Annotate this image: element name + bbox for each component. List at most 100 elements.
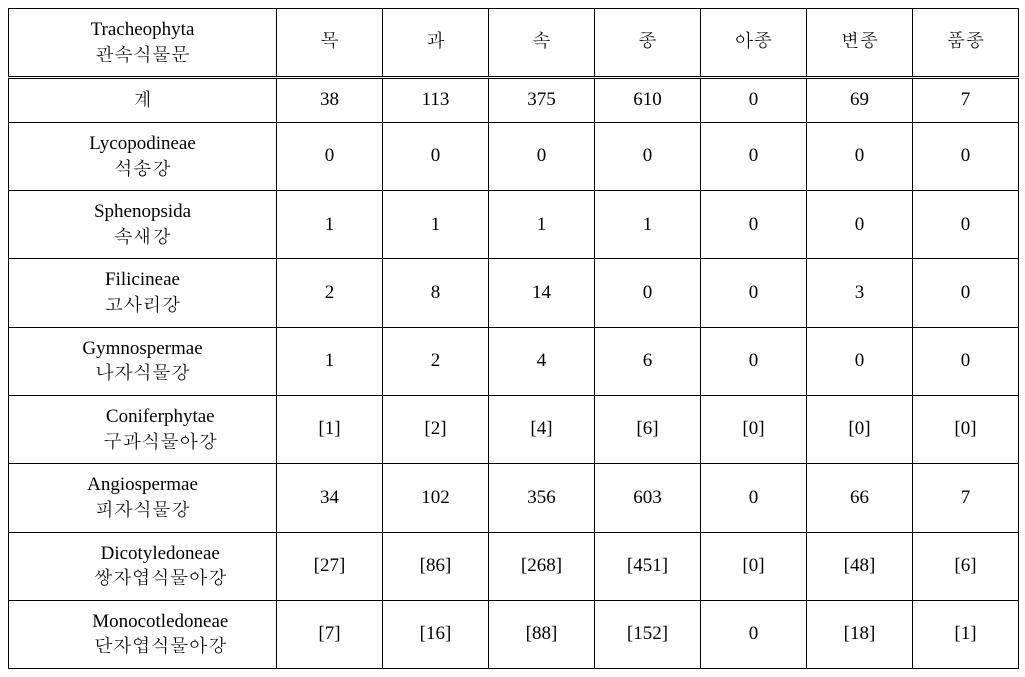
row-label-line2: 나자식물강 (95, 363, 190, 384)
row-label-cell: Monocotledoneae단자엽식물아강 (45, 600, 277, 668)
data-cell: 0 (701, 191, 807, 259)
data-cell: [152] (595, 600, 701, 668)
table-row: Gymnospermae나자식물강1246000 (9, 327, 1019, 395)
data-cell: 603 (595, 464, 701, 532)
header-label-line2: 관속식물문 (95, 45, 190, 66)
data-cell: 2 (277, 259, 383, 327)
data-cell: 3 (807, 259, 913, 327)
data-cell: [2] (383, 396, 489, 464)
data-cell: [1] (277, 396, 383, 464)
data-cell: [27] (277, 532, 383, 600)
data-cell: 356 (489, 464, 595, 532)
data-cell: 66 (807, 464, 913, 532)
data-cell: 14 (489, 259, 595, 327)
data-cell: 0 (701, 78, 807, 123)
row-label-line1: Angiospermae (87, 474, 198, 495)
data-cell: 7 (913, 78, 1019, 123)
row-label-cell: 계 (9, 78, 277, 123)
row-label-cell: Gymnospermae 나자식물강 (9, 327, 277, 395)
data-cell: 0 (701, 600, 807, 668)
data-cell: 38 (277, 78, 383, 123)
header-col-0: 목 (277, 9, 383, 78)
row-label-line1: Dicotyledoneae (101, 543, 220, 564)
data-cell: 0 (489, 122, 595, 190)
row-label-line1: Sphenopsida (94, 201, 191, 222)
data-cell: [451] (595, 532, 701, 600)
data-cell: 0 (701, 327, 807, 395)
data-cell: 0 (701, 464, 807, 532)
data-cell: [268] (489, 532, 595, 600)
data-cell: 4 (489, 327, 595, 395)
data-cell: [4] (489, 396, 595, 464)
data-cell: [18] (807, 600, 913, 668)
data-cell: [6] (913, 532, 1019, 600)
data-cell: 0 (807, 327, 913, 395)
row-label-line2: 고사리강 (105, 295, 181, 316)
taxonomy-table: Tracheophyta 관속식물문 목 과 속 종 아종 변종 품종 계381… (8, 8, 1019, 669)
row-label-line1: Filicineae (105, 269, 180, 290)
data-cell: [48] (807, 532, 913, 600)
data-cell: 0 (701, 122, 807, 190)
row-label-line1: Gymnospermae (82, 338, 202, 359)
data-cell: 2 (383, 327, 489, 395)
data-cell: 69 (807, 78, 913, 123)
header-col-3: 종 (595, 9, 701, 78)
data-cell: 6 (595, 327, 701, 395)
table-row: Monocotledoneae단자엽식물아강[7][16][88][152]0[… (9, 600, 1019, 668)
header-label-line1: Tracheophyta (91, 19, 195, 40)
table-row: Filicineae고사리강28140030 (9, 259, 1019, 327)
data-cell: [0] (701, 396, 807, 464)
data-cell: 0 (807, 122, 913, 190)
data-cell: 0 (913, 259, 1019, 327)
data-cell: [16] (383, 600, 489, 668)
row-label-line2: 피자식물강 (95, 500, 190, 521)
data-cell: 7 (913, 464, 1019, 532)
row-label-line1: Coniferphytae (106, 406, 215, 427)
data-cell: 0 (807, 191, 913, 259)
data-cell: 1 (383, 191, 489, 259)
data-cell: [1] (913, 600, 1019, 668)
table-row: 계381133756100697 (9, 78, 1019, 123)
data-cell: 1 (489, 191, 595, 259)
table-header-row: Tracheophyta 관속식물문 목 과 속 종 아종 변종 품종 (9, 9, 1019, 78)
data-cell: [86] (383, 532, 489, 600)
row-label-line2: 쌍자엽식물아강 (94, 568, 227, 589)
indent-cell (9, 396, 45, 464)
data-cell: 34 (277, 464, 383, 532)
row-label-cell: Lycopodineae 석송강 (9, 122, 277, 190)
table-row: Angiospermae 피자식물강 341023566030667 (9, 464, 1019, 532)
indent-cell (9, 600, 45, 668)
row-label-line2: 석송강 (114, 159, 171, 180)
header-label-cell: Tracheophyta 관속식물문 (9, 9, 277, 78)
data-cell: [7] (277, 600, 383, 668)
row-label-line2: 속새강 (114, 227, 171, 248)
data-cell: [6] (595, 396, 701, 464)
row-label-cell: Filicineae 고사리강 (9, 259, 277, 327)
data-cell: 0 (595, 259, 701, 327)
data-cell: 1 (277, 191, 383, 259)
data-cell: 0 (913, 191, 1019, 259)
data-cell: 0 (595, 122, 701, 190)
data-cell: [0] (701, 532, 807, 600)
data-cell: 0 (913, 122, 1019, 190)
data-cell: 0 (383, 122, 489, 190)
data-cell: [0] (807, 396, 913, 464)
row-label-cell: Sphenopsida 속새강 (9, 191, 277, 259)
data-cell: [88] (489, 600, 595, 668)
data-cell: 0 (913, 327, 1019, 395)
table-row: Sphenopsida속새강1111000 (9, 191, 1019, 259)
row-label-cell: Angiospermae 피자식물강 (9, 464, 277, 532)
row-label-cell: Dicotyledoneae 쌍자엽식물아강 (45, 532, 277, 600)
data-cell: 1 (277, 327, 383, 395)
row-label-line1: Lycopodineae (89, 133, 196, 154)
header-col-4: 아종 (701, 9, 807, 78)
table-row: Coniferphytae구과식물아강[1][2][4][6][0][0][0] (9, 396, 1019, 464)
data-cell: [0] (913, 396, 1019, 464)
data-cell: 375 (489, 78, 595, 123)
header-col-2: 속 (489, 9, 595, 78)
row-label-cell: Coniferphytae구과식물아강 (45, 396, 277, 464)
row-label-line1: 계 (133, 90, 152, 111)
data-cell: 102 (383, 464, 489, 532)
data-cell: 113 (383, 78, 489, 123)
header-col-5: 변종 (807, 9, 913, 78)
